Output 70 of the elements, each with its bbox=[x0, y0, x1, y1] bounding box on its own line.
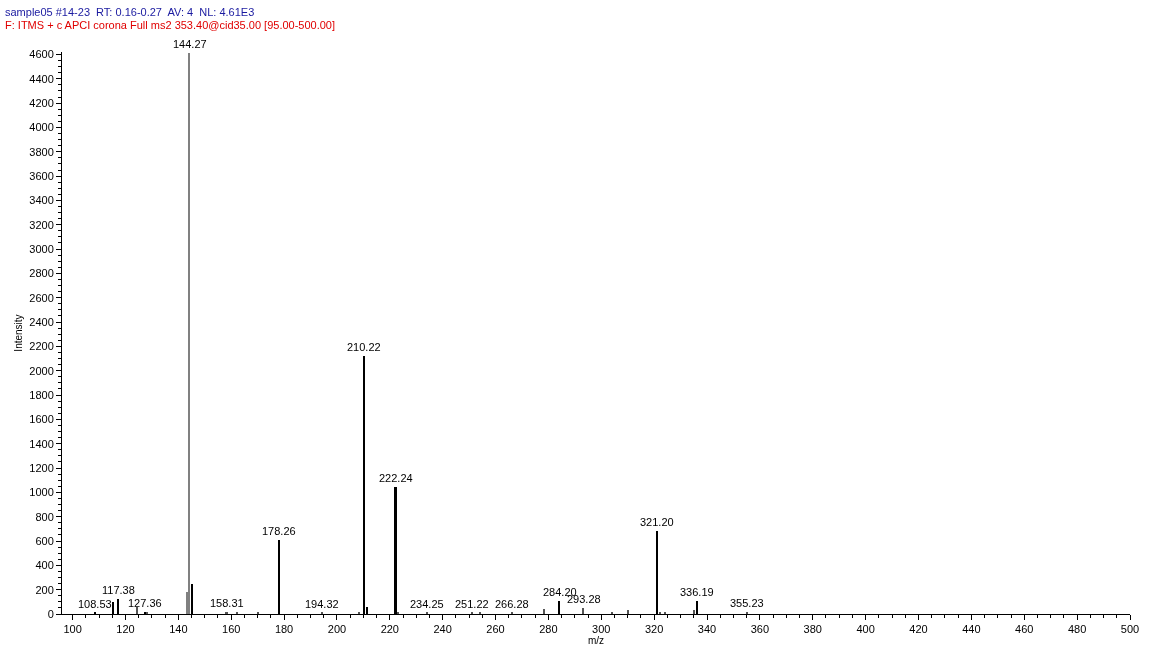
y-tick-label: 800 bbox=[35, 510, 54, 523]
bar bbox=[582, 608, 584, 614]
y-tick-label: 2400 bbox=[29, 315, 54, 328]
x-tick-label: 180 bbox=[274, 623, 294, 636]
annotation: 234.25 bbox=[410, 598, 444, 610]
x-tick-label: 140 bbox=[169, 623, 188, 636]
bar bbox=[543, 609, 545, 614]
x-tick-label: 120 bbox=[116, 623, 135, 636]
annotation: 108.53 bbox=[78, 598, 112, 610]
y-tick-label: 2200 bbox=[29, 340, 54, 353]
y-tick-label: 2000 bbox=[29, 364, 54, 377]
x-tick-label: 200 bbox=[327, 623, 347, 636]
bar bbox=[188, 53, 190, 614]
annotation: 158.31 bbox=[210, 597, 244, 609]
bar bbox=[693, 610, 695, 614]
x-tick-label: 440 bbox=[962, 623, 981, 636]
annotation: 178.26 bbox=[262, 525, 296, 537]
x-tick-label: 500 bbox=[1120, 623, 1140, 636]
x-tick-label: 380 bbox=[803, 623, 822, 636]
x-tick-label: 220 bbox=[380, 623, 399, 636]
annotation: 194.32 bbox=[305, 598, 339, 610]
x-tick-label: 340 bbox=[697, 623, 717, 636]
x-tick-label: 240 bbox=[433, 623, 452, 636]
y-tick-label: 1400 bbox=[29, 437, 54, 450]
annotation: 336.19 bbox=[680, 586, 714, 598]
x-tick-label: 360 bbox=[750, 623, 770, 636]
y-tick-label: 2800 bbox=[29, 267, 54, 280]
annotation: 210.22 bbox=[347, 341, 381, 353]
y-tick-label: 200 bbox=[35, 583, 54, 596]
x-tick-label: 100 bbox=[63, 623, 82, 636]
y-tick-label: 3600 bbox=[29, 169, 54, 182]
annotation: 251.22 bbox=[455, 598, 489, 610]
x-tick-label: 400 bbox=[856, 623, 875, 636]
x-tick-label: 420 bbox=[909, 623, 928, 636]
y-tick-label: 1200 bbox=[29, 461, 54, 474]
x-tick-label: 300 bbox=[592, 623, 611, 636]
y-tick-label: 4000 bbox=[29, 121, 54, 134]
y-tick-label: 0 bbox=[47, 607, 54, 620]
annotation: 117.38 bbox=[102, 584, 135, 596]
chart-title: sample05 #14-23 RT: 0.16-0.27 AV: 4 NL: 4.61E3 bbox=[5, 6, 255, 18]
y-tick-label: 1600 bbox=[29, 413, 54, 426]
annotation: 321.20 bbox=[640, 516, 674, 528]
x-tick-label: 320 bbox=[644, 623, 664, 636]
x-tick-label: 480 bbox=[1067, 623, 1087, 636]
x-tick-label: 460 bbox=[1015, 623, 1034, 636]
y-tick-label: 3200 bbox=[29, 218, 54, 231]
y-tick-label: 1800 bbox=[29, 388, 54, 401]
annotation: 127.36 bbox=[128, 597, 162, 609]
y-tick-label: 600 bbox=[35, 534, 54, 547]
chart-subtitle: F: ITMS + c APCI corona Full ms2 353.40@cid35.00 [95.00-500.00] bbox=[5, 19, 336, 31]
bar bbox=[136, 607, 138, 614]
bar bbox=[627, 610, 629, 614]
x-tick-label: 260 bbox=[486, 623, 505, 636]
annotation: 222.24 bbox=[379, 472, 413, 484]
y-tick-label: 4600 bbox=[29, 48, 54, 61]
x-axis-title: m/z bbox=[587, 635, 605, 647]
y-tick-label: 4400 bbox=[29, 72, 54, 85]
annotation: 144.27 bbox=[173, 38, 207, 50]
annotation: 355.23 bbox=[730, 597, 764, 609]
y-tick-label: 3800 bbox=[29, 145, 54, 158]
x-tick-label: 160 bbox=[222, 623, 241, 636]
annotation: 266.28 bbox=[495, 598, 529, 610]
y-axis-title: Intensity bbox=[13, 314, 25, 352]
y-tick-label: 2600 bbox=[29, 291, 54, 304]
y-tick-label: 1000 bbox=[29, 486, 54, 499]
y-tick-label: 4200 bbox=[29, 96, 54, 109]
y-tick-label: 3400 bbox=[29, 194, 54, 207]
x-tick-label: 280 bbox=[539, 623, 558, 636]
y-tick-label: 400 bbox=[35, 559, 54, 572]
y-tick-label: 3000 bbox=[29, 242, 54, 255]
